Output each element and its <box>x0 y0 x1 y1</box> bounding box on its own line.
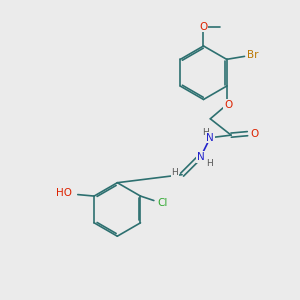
Text: H: H <box>171 168 178 177</box>
Text: H: H <box>206 159 213 168</box>
Text: N: N <box>206 133 214 142</box>
Text: O: O <box>200 22 208 32</box>
Text: Br: Br <box>247 50 259 60</box>
Text: Cl: Cl <box>157 198 167 208</box>
Text: O: O <box>224 100 232 110</box>
Text: O: O <box>250 129 258 139</box>
Text: N: N <box>197 152 205 162</box>
Text: H: H <box>202 128 208 137</box>
Text: HO: HO <box>56 188 72 198</box>
